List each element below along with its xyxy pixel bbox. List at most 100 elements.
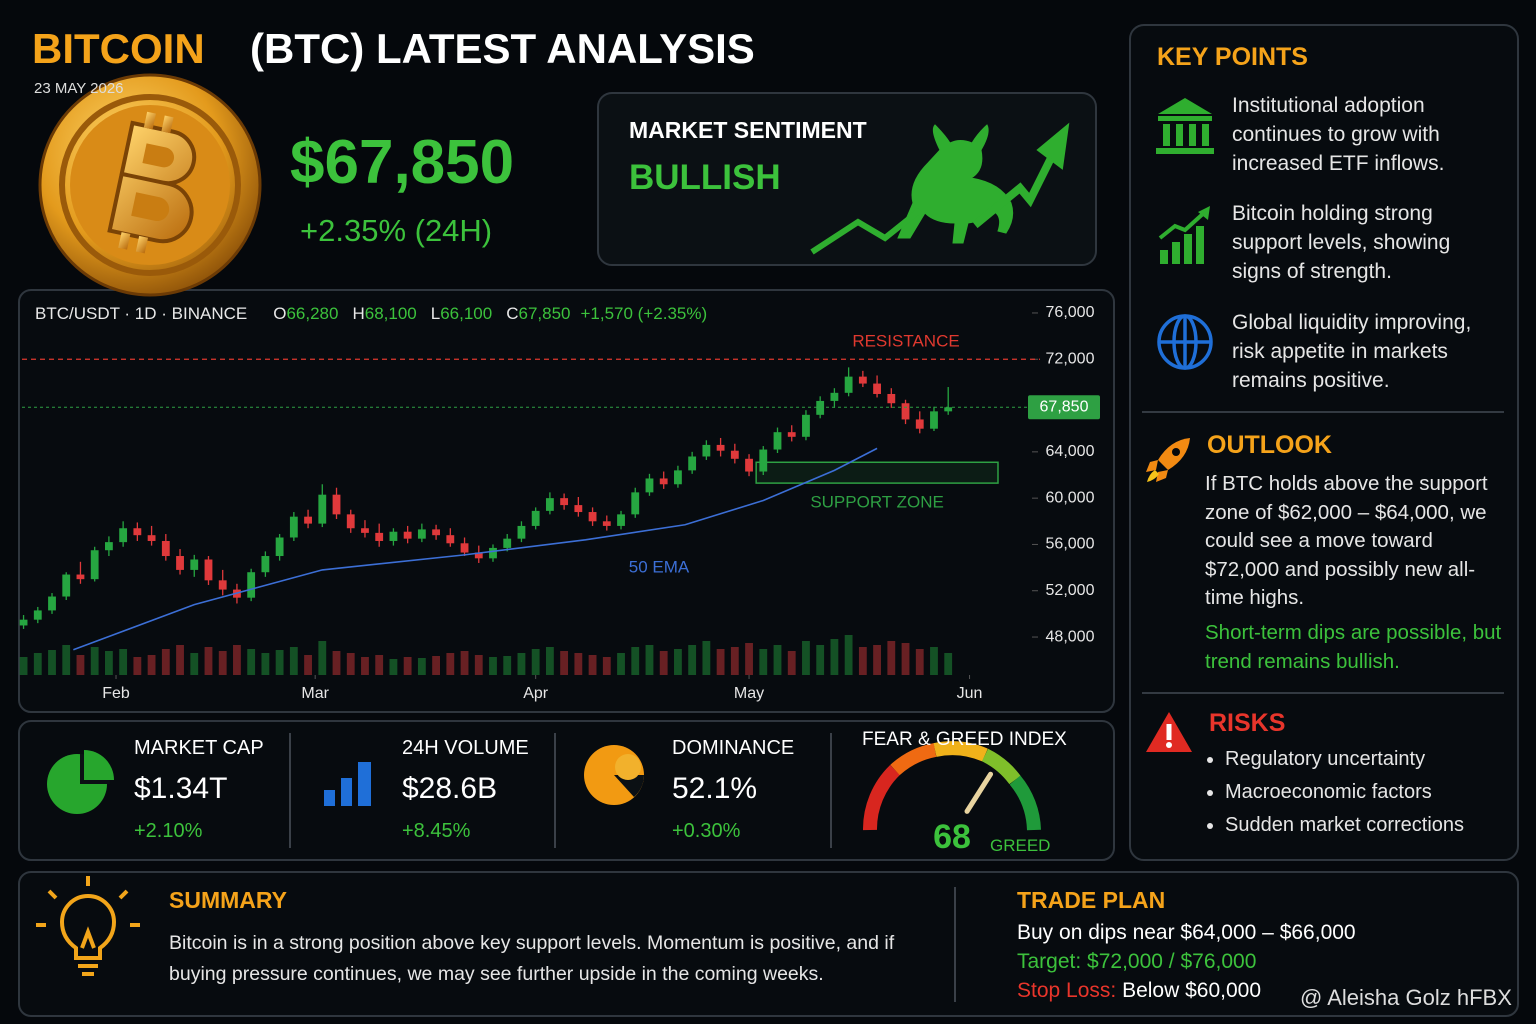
chart-header: BTC/USDT · 1D · BINANCE O 66,280 H 68,100 … xyxy=(35,304,707,324)
bull-icon xyxy=(810,122,1070,255)
volume-bar xyxy=(787,651,796,675)
bottom-panel xyxy=(18,871,1519,1017)
volume-bar xyxy=(588,655,597,675)
volume-bar xyxy=(218,651,227,675)
volume-bar xyxy=(631,647,640,675)
volume-bar xyxy=(460,651,469,675)
candle-body xyxy=(247,572,256,598)
candle-body xyxy=(176,556,184,570)
candle-body xyxy=(759,449,768,472)
volume-bar xyxy=(62,645,71,675)
y-tick-label: 64,000 xyxy=(1046,443,1095,460)
candle-body xyxy=(787,432,796,437)
trade-buy: Buy on dips near $64,000 – $66,000 xyxy=(1017,921,1356,944)
change: +1,570 (+2.35%) xyxy=(580,304,708,323)
candle-body xyxy=(674,470,682,485)
candle-body xyxy=(361,528,369,533)
candle-body xyxy=(915,419,924,429)
stat-label: 24H VOLUME xyxy=(402,737,529,759)
volume-bar xyxy=(944,653,953,675)
volume-bar xyxy=(730,647,739,675)
stop-value: Below $60,000 xyxy=(1122,979,1262,1002)
candle-body xyxy=(417,529,426,539)
support-zone-label: SUPPORT ZONE xyxy=(810,493,944,512)
candle-body xyxy=(460,543,469,553)
key-point: Institutional adoption continues to grow… xyxy=(1232,94,1445,175)
candle-body xyxy=(659,478,668,485)
sentiment-label: MARKET SENTIMENT xyxy=(629,117,867,143)
candle-body xyxy=(62,574,71,597)
candle-body xyxy=(531,510,540,526)
bulb-icon xyxy=(36,876,140,976)
candle-body xyxy=(631,492,640,515)
candle-body xyxy=(133,528,142,536)
volume-bar xyxy=(133,657,142,675)
candle-body xyxy=(730,450,739,459)
candle-body xyxy=(545,498,554,511)
title: (BTC) LATEST ANALYSIS xyxy=(250,25,755,72)
outlook-text: If BTC holds above the support zone of $… xyxy=(1205,472,1488,609)
volume-bar xyxy=(432,656,441,675)
volume-bar xyxy=(574,653,583,675)
candle-body xyxy=(403,531,412,539)
stat-change: +2.10% xyxy=(134,820,203,842)
candle-body xyxy=(702,444,711,457)
ohlc-value: 67,850 xyxy=(518,304,571,323)
volume-bar xyxy=(517,653,526,675)
market-cap-icon xyxy=(47,750,114,814)
stat-label: MARKET CAP xyxy=(134,737,264,759)
volume-bar xyxy=(645,645,654,675)
volume-bar xyxy=(489,657,497,675)
gauge-needle xyxy=(964,771,994,814)
volume-bar xyxy=(702,641,711,675)
risk: Regulatory uncertainty xyxy=(1225,748,1464,781)
volume-bar xyxy=(674,649,682,675)
volume-bar xyxy=(560,651,569,675)
candle-body xyxy=(104,542,113,551)
y-tick-label: 48,000 xyxy=(1046,628,1095,645)
candle-body xyxy=(446,535,455,544)
ema-label: 50 EMA xyxy=(629,557,690,576)
y-tick-label: 72,000 xyxy=(1046,350,1095,367)
x-tick-label: Apr xyxy=(523,685,549,702)
volume-bar xyxy=(659,651,668,675)
candle-body xyxy=(90,550,99,580)
candle-body xyxy=(816,400,825,415)
volume-bar xyxy=(716,649,725,675)
candle-body xyxy=(304,516,312,524)
volume-bar xyxy=(48,650,56,675)
key-point: Bitcoin holding strong support levels, s… xyxy=(1232,202,1451,283)
candle-body xyxy=(830,392,839,401)
volume-bar xyxy=(346,653,355,675)
price: $67,850 xyxy=(290,128,515,197)
outlook-title: OUTLOOK xyxy=(1207,431,1332,459)
stat-value: 52.1% xyxy=(672,772,758,805)
volume-bar xyxy=(531,649,540,675)
target-label: Target: xyxy=(1017,950,1082,973)
title-highlight: BITCOIN xyxy=(32,25,205,72)
volume-bar xyxy=(816,645,825,675)
volume-bar xyxy=(844,635,853,675)
candle-body xyxy=(261,556,270,573)
support-zone xyxy=(755,461,999,484)
volume-bar xyxy=(76,655,85,675)
volume-bar xyxy=(873,645,881,675)
ohlc-value: 66,100 xyxy=(440,304,493,323)
ohlc-value: 66,280 xyxy=(286,304,339,323)
volume-bar xyxy=(930,647,938,675)
volume-bar xyxy=(901,643,910,675)
candle-body xyxy=(161,540,170,557)
candle-body xyxy=(517,525,526,539)
candle-body xyxy=(147,535,156,541)
y-tick-label: 56,000 xyxy=(1046,536,1095,553)
volume-bar xyxy=(190,653,199,675)
candle-body xyxy=(560,498,569,506)
risk-list: Regulatory uncertainty Macroeconomic fac… xyxy=(1205,748,1464,847)
x-tick-label: Mar xyxy=(301,685,329,702)
volume-bar xyxy=(773,645,782,675)
volume-bar xyxy=(759,649,768,675)
candle-body xyxy=(432,529,441,536)
y-tick-label: 60,000 xyxy=(1046,489,1095,506)
